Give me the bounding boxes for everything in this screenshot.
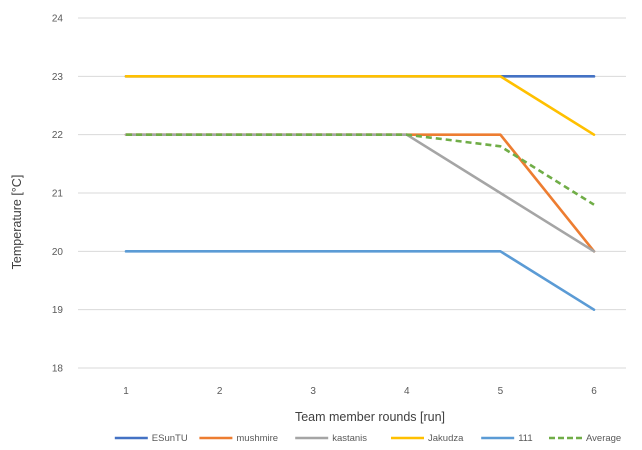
y-tick-label: 23 [52,72,64,83]
series-line-average [126,133,595,206]
y-tick-label: 20 [52,247,64,258]
x-tick-label: 3 [310,386,316,397]
series-line-111 [124,250,596,311]
x-tick-label: 5 [498,386,504,397]
y-tick-label: 19 [52,305,64,316]
legend-label-111: 111 [518,433,532,444]
x-tick-label: 1 [123,386,129,397]
x-axis-title: Team member rounds [run] [295,410,445,424]
legend-label-average: Average [586,433,621,444]
gridlines [78,17,626,369]
y-axis-tick-labels: 18 19 20 21 22 23 24 [52,14,64,375]
y-tick-label: 21 [52,189,64,200]
series-line-jakudza [124,75,596,136]
y-tick-label: 24 [52,14,64,25]
x-axis-tick-labels: 1 2 3 4 5 6 [123,386,597,397]
legend: ESunTU mushmire kastanis Jakudza 111 Average [114,433,621,444]
legend-label-jakudza: Jakudza [428,433,464,444]
legend-label-mushmire: mushmire [236,433,278,444]
y-tick-label: 22 [52,130,64,141]
legend-label-esuntu: ESunTU [152,433,188,444]
x-tick-label: 6 [591,386,597,397]
y-axis-title: Temperature [°C] [10,175,24,270]
series-lines [124,75,596,311]
x-tick-label: 2 [217,386,223,397]
x-tick-label: 4 [404,386,410,397]
legend-label-kastanis: kastanis [332,433,367,444]
y-tick-label: 18 [52,364,64,375]
